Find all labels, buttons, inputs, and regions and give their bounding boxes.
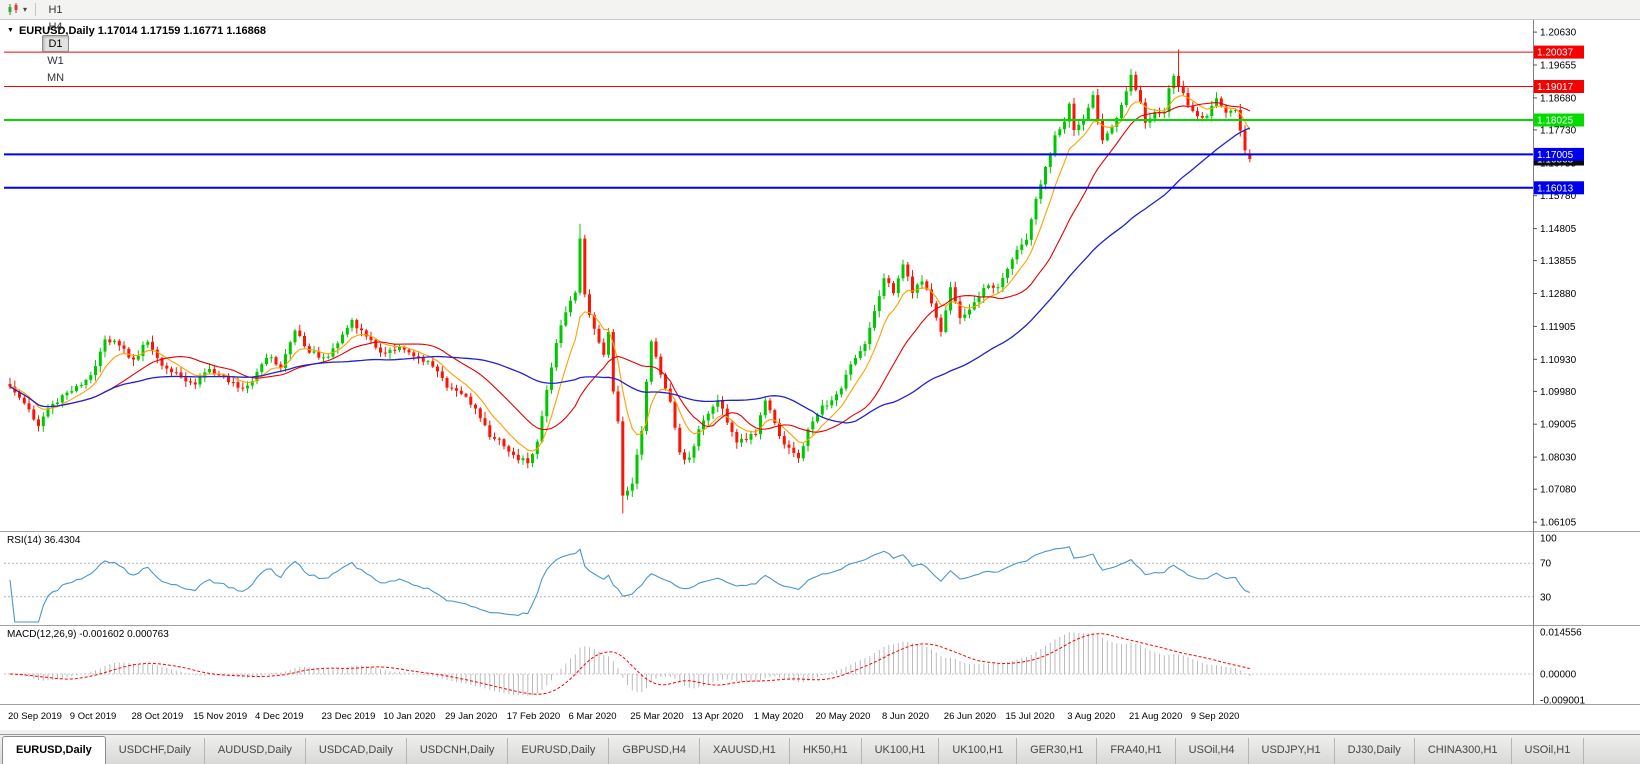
svg-text:25 Mar 2020: 25 Mar 2020 <box>630 711 683 722</box>
rsi-indicator-label: RSI(14) 36.4304 <box>7 535 81 546</box>
chart-tab-usdcnh-daily[interactable]: USDCNH,Daily <box>407 738 509 764</box>
chart-tab-usdchf-daily[interactable]: USDCHF,Daily <box>106 738 205 764</box>
svg-text:8 Jun 2020: 8 Jun 2020 <box>882 711 929 722</box>
timeframe-buttons: M1M5M15M30H1H4D1W1MN <box>41 0 70 86</box>
svg-text:20 Sep 2019: 20 Sep 2019 <box>8 711 62 722</box>
svg-text:3 Aug 2020: 3 Aug 2020 <box>1067 711 1115 722</box>
chart-tab-hk50-h1[interactable]: HK50,H1 <box>790 738 862 764</box>
price-badge-1.16013 <box>1534 181 1584 195</box>
svg-text:1.08030: 1.08030 <box>1540 453 1577 464</box>
time-scale[interactable]: 20 Sep 2019 9 Oct 2019 28 Oct 2019 15 Nov 2… <box>8 711 1239 722</box>
svg-text:0.00000: 0.00000 <box>1540 670 1577 681</box>
svg-text:29 Jan 2020: 29 Jan 2020 <box>445 711 497 722</box>
chart-tab-usoil-h4[interactable]: USOil,H4 <box>1176 738 1249 764</box>
svg-text:28 Oct 2019: 28 Oct 2019 <box>132 711 184 722</box>
ma-slow-line <box>9 127 1251 424</box>
svg-text:1 May 2020: 1 May 2020 <box>754 711 804 722</box>
macd-indicator-label: MACD(12,26,9) -0.001602 0.000763 <box>7 629 169 640</box>
chart-tab-eurusd-daily[interactable]: EURUSD,Daily <box>508 738 610 764</box>
chart-tabs-bar: EURUSD,Daily USDCHF,Daily AUDUSD,Daily USDC… <box>0 734 1640 764</box>
svg-text:1.19655: 1.19655 <box>1540 61 1577 72</box>
svg-text:10 Jan 2020: 10 Jan 2020 <box>383 711 435 722</box>
svg-text:26 Jun 2020: 26 Jun 2020 <box>944 711 996 722</box>
rsi-line <box>9 546 1251 623</box>
svg-text:1.16013: 1.16013 <box>1537 183 1574 194</box>
svg-text:1.20630: 1.20630 <box>1540 28 1577 39</box>
svg-text:1.17005: 1.17005 <box>1537 150 1574 161</box>
svg-text:1.18025: 1.18025 <box>1537 116 1574 127</box>
svg-text:15 Jul 2020: 15 Jul 2020 <box>1006 711 1055 722</box>
svg-text:23 Dec 2019: 23 Dec 2019 <box>322 711 376 722</box>
svg-text:1.11905: 1.11905 <box>1540 322 1576 333</box>
svg-text:70: 70 <box>1540 559 1552 570</box>
chart-tab-usoil-h1[interactable]: USOil,H1 <box>1512 738 1585 764</box>
svg-text:1.19017: 1.19017 <box>1537 82 1574 93</box>
price-badge-1.19017 <box>1534 80 1584 93</box>
svg-text:100: 100 <box>1540 534 1557 545</box>
chart-tab-gbpusd-h4[interactable]: GBPUSD,H4 <box>609 738 700 764</box>
price-badge-1.17005 <box>1534 147 1584 161</box>
chart-tab-uk100-h1[interactable]: UK100,H1 <box>939 738 1018 764</box>
ma-mid-line <box>9 102 1251 433</box>
rsi-layer <box>4 546 1533 623</box>
svg-text:9 Sep 2020: 9 Sep 2020 <box>1191 711 1240 722</box>
timeframe-button-mn[interactable]: MN <box>46 72 65 84</box>
chart-tab-eurusd-daily[interactable]: EURUSD,Daily <box>2 736 106 764</box>
ma-fast-line <box>9 95 1251 452</box>
svg-text:15 Nov 2019: 15 Nov 2019 <box>193 711 247 722</box>
chart-tab-ger30-h1[interactable]: GER30,H1 <box>1017 738 1098 764</box>
chart-title: ▼ EURUSD,Daily 1.17014 1.17159 1.16771 1.… <box>7 25 266 37</box>
timeframe-button-h1[interactable]: H1 <box>48 4 63 16</box>
chevron-down-icon: ▾ <box>23 4 28 14</box>
chart-tab-audusd-daily[interactable]: AUDUSD,Daily <box>205 738 306 764</box>
svg-text:17 Feb 2020: 17 Feb 2020 <box>507 711 560 722</box>
svg-text:1.10930: 1.10930 <box>1540 355 1577 366</box>
timeframe-button-h4[interactable]: H4 <box>48 21 63 33</box>
svg-text:1.20037: 1.20037 <box>1537 48 1574 59</box>
svg-text:21 Aug 2020: 21 Aug 2020 <box>1129 711 1182 722</box>
price-badge-1.20037 <box>1534 45 1584 59</box>
timeframe-button-d1[interactable]: D1 <box>42 35 70 52</box>
chart-tab-usdcad-daily[interactable]: USDCAD,Daily <box>306 738 407 764</box>
chart-tab-uk100-h1[interactable]: UK100,H1 <box>862 738 940 764</box>
chart-title-text: EURUSD,Daily 1.17014 1.17159 1.16771 1.1… <box>18 25 267 37</box>
svg-text:1.06105: 1.06105 <box>1540 518 1577 529</box>
svg-text:9 Oct 2019: 9 Oct 2019 <box>70 711 116 722</box>
chart-tab-fra40-h1[interactable]: FRA40,H1 <box>1097 738 1176 764</box>
chart-tab-xauusd-h1[interactable]: XAUUSD,H1 <box>700 738 790 764</box>
svg-text:13 Apr 2020: 13 Apr 2020 <box>692 711 743 722</box>
svg-text:1.07080: 1.07080 <box>1540 485 1577 496</box>
price-scale[interactable]: 1.206301.196551.186801.177301.167551.157… <box>1533 28 1577 529</box>
chart-tab-china300-h1[interactable]: CHINA300,H1 <box>1415 738 1512 764</box>
macd-signal-line <box>9 633 1250 695</box>
chart-type-icon[interactable]: ▾ <box>4 1 30 19</box>
price-badge-1.18025 <box>1534 113 1584 127</box>
candlestick-glyph <box>8 3 18 15</box>
macd-layer <box>4 632 1533 696</box>
svg-text:30: 30 <box>1540 592 1552 603</box>
chart-tab-usdjpy-h1[interactable]: USDJPY,H1 <box>1249 738 1335 764</box>
svg-text:1.17730: 1.17730 <box>1540 125 1577 136</box>
svg-text:1.15780: 1.15780 <box>1540 191 1577 202</box>
svg-text:-0.009001: -0.009001 <box>1540 696 1585 707</box>
symbol-menu-icon[interactable]: ▼ <box>7 27 14 34</box>
svg-text:1.12880: 1.12880 <box>1540 289 1577 300</box>
timeframe-button-w1[interactable]: W1 <box>47 55 64 67</box>
chart-tab-dj30-daily[interactable]: DJ30,Daily <box>1335 738 1415 764</box>
svg-text:1.14805: 1.14805 <box>1540 224 1577 235</box>
toolbar-separator <box>35 3 37 16</box>
svg-text:20 May 2020: 20 May 2020 <box>816 711 871 722</box>
svg-text:1.18680: 1.18680 <box>1540 93 1577 104</box>
svg-text:4 Dec 2019: 4 Dec 2019 <box>255 711 304 722</box>
svg-text:1.09980: 1.09980 <box>1540 387 1577 398</box>
svg-text:0.014556: 0.014556 <box>1540 628 1582 639</box>
timeframe-toolbar: ▾ M1M5M15M30H1H4D1W1MN <box>0 0 1640 84</box>
svg-text:1.09005: 1.09005 <box>1540 420 1577 431</box>
svg-text:1.13855: 1.13855 <box>1540 256 1577 267</box>
svg-text:6 Mar 2020: 6 Mar 2020 <box>569 711 617 722</box>
